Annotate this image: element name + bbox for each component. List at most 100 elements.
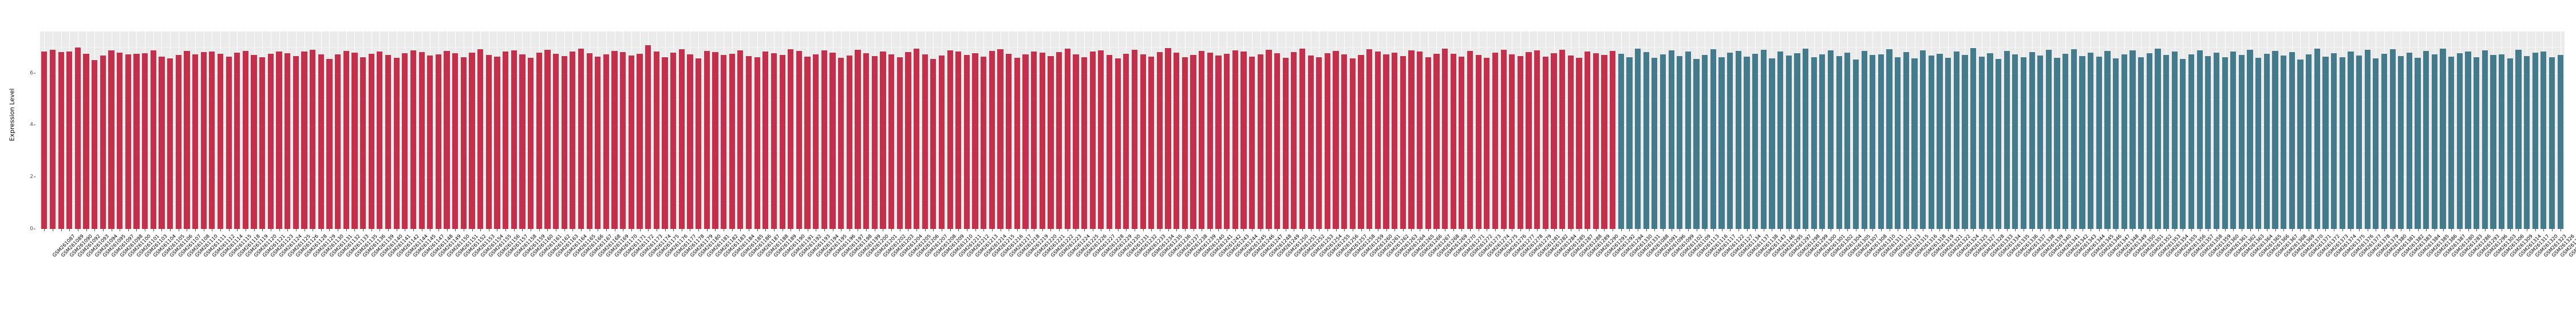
bar[interactable] xyxy=(167,58,173,229)
bar[interactable] xyxy=(527,57,534,229)
bar[interactable] xyxy=(2163,55,2170,229)
bar[interactable] xyxy=(351,52,358,229)
bar[interactable] xyxy=(2474,57,2480,229)
bar[interactable] xyxy=(2155,48,2161,229)
bar[interactable] xyxy=(326,58,333,229)
bar[interactable] xyxy=(2063,54,2069,229)
bar[interactable] xyxy=(1911,58,1918,229)
bar[interactable] xyxy=(1727,53,1733,229)
bar[interactable] xyxy=(259,57,266,229)
bar[interactable] xyxy=(2507,58,2513,229)
bar[interactable] xyxy=(1601,54,1607,229)
bar[interactable] xyxy=(2230,51,2237,229)
bar[interactable] xyxy=(2180,58,2186,229)
bar[interactable] xyxy=(1140,54,1146,229)
bar[interactable] xyxy=(285,53,291,229)
bar[interactable] xyxy=(1585,51,1591,229)
bar[interactable] xyxy=(1802,48,1809,229)
bar[interactable] xyxy=(2523,56,2530,229)
bar[interactable] xyxy=(1081,57,1088,229)
bar[interactable] xyxy=(1299,48,1306,229)
bar[interactable] xyxy=(2322,56,2329,229)
bar[interactable] xyxy=(586,53,592,229)
bar[interactable] xyxy=(678,49,685,229)
bar[interactable] xyxy=(1106,55,1113,229)
bar[interactable] xyxy=(1542,56,1548,229)
bar[interactable] xyxy=(49,49,56,229)
bar[interactable] xyxy=(1374,51,1381,229)
bar[interactable] xyxy=(234,52,240,229)
bar[interactable] xyxy=(871,56,878,229)
bar[interactable] xyxy=(2247,49,2253,229)
bar[interactable] xyxy=(2129,50,2136,229)
bar[interactable] xyxy=(343,50,349,229)
bar[interactable] xyxy=(1526,52,1532,229)
bar[interactable] xyxy=(2121,54,2127,229)
bar[interactable] xyxy=(947,50,953,229)
bar[interactable] xyxy=(159,57,165,229)
bar[interactable] xyxy=(318,54,324,229)
bar[interactable] xyxy=(519,54,526,229)
bar[interactable] xyxy=(1769,58,1775,229)
bar[interactable] xyxy=(1207,52,1213,229)
bar[interactable] xyxy=(1056,52,1062,229)
bar[interactable] xyxy=(1014,57,1020,229)
bar[interactable] xyxy=(653,51,659,229)
bar[interactable] xyxy=(863,53,870,229)
bar[interactable] xyxy=(913,48,920,229)
bar[interactable] xyxy=(1316,57,1322,229)
bar[interactable] xyxy=(754,57,760,229)
bar[interactable] xyxy=(1073,54,1079,229)
bar[interactable] xyxy=(1534,50,1540,229)
bar[interactable] xyxy=(2398,56,2404,229)
bar[interactable] xyxy=(2498,54,2505,229)
bar[interactable] xyxy=(427,56,433,229)
bar[interactable] xyxy=(1827,50,1834,229)
bar[interactable] xyxy=(209,51,215,229)
bar[interactable] xyxy=(1735,50,1741,229)
bar[interactable] xyxy=(460,57,467,229)
bar[interactable] xyxy=(2096,57,2102,229)
bar[interactable] xyxy=(1567,55,1574,229)
bar[interactable] xyxy=(1593,53,1599,229)
bar[interactable] xyxy=(444,51,450,229)
bar[interactable] xyxy=(645,45,651,229)
bar[interactable] xyxy=(2222,57,2228,229)
bar[interactable] xyxy=(1794,53,1800,229)
bar[interactable] xyxy=(1450,53,1456,229)
bar[interactable] xyxy=(846,55,852,229)
bar[interactable] xyxy=(561,56,567,229)
bar[interactable] xyxy=(469,52,475,229)
bar[interactable] xyxy=(1634,48,1641,229)
bar[interactable] xyxy=(1551,53,1557,229)
bar[interactable] xyxy=(1710,49,1717,229)
bar[interactable] xyxy=(2490,55,2496,229)
bar[interactable] xyxy=(771,53,777,229)
bar[interactable] xyxy=(1392,52,1398,229)
bar[interactable] xyxy=(1098,50,1104,229)
bar[interactable] xyxy=(2037,55,2044,229)
bar[interactable] xyxy=(1618,54,1624,229)
bar[interactable] xyxy=(276,51,282,229)
bar[interactable] xyxy=(595,57,601,229)
bar[interactable] xyxy=(74,47,81,229)
bar[interactable] xyxy=(1693,58,1700,229)
bar[interactable] xyxy=(2431,54,2438,229)
bar[interactable] xyxy=(989,50,995,229)
bar[interactable] xyxy=(1752,54,1759,229)
bar[interactable] xyxy=(687,54,693,229)
bar[interactable] xyxy=(1131,50,1138,229)
bar[interactable] xyxy=(745,56,752,229)
bar[interactable] xyxy=(1333,50,1339,229)
bar[interactable] xyxy=(2515,49,2522,229)
bar[interactable] xyxy=(1760,49,1767,229)
bar[interactable] xyxy=(2373,58,2379,229)
bar[interactable] xyxy=(1274,53,1281,229)
bar[interactable] xyxy=(310,49,316,229)
bar[interactable] xyxy=(1484,58,1490,229)
bar[interactable] xyxy=(2364,50,2370,229)
bar[interactable] xyxy=(729,54,735,229)
bar[interactable] xyxy=(896,57,903,229)
bar[interactable] xyxy=(544,49,551,229)
bar[interactable] xyxy=(578,48,584,229)
